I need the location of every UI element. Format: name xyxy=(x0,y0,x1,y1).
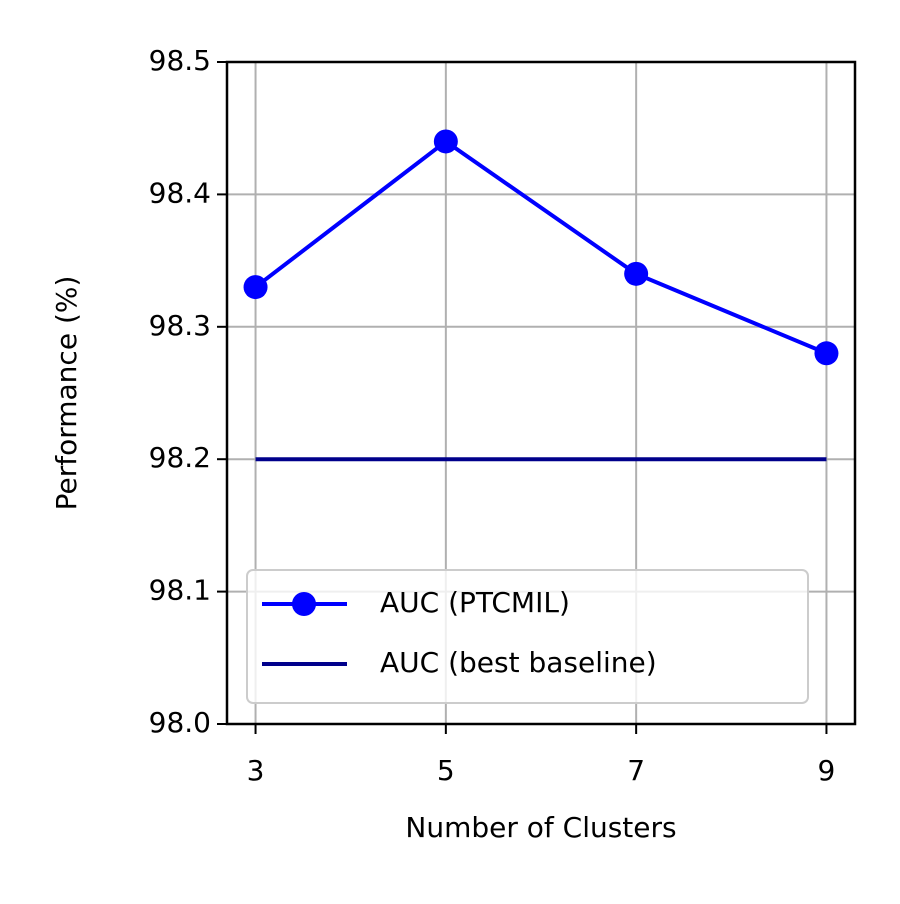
x-tick-label: 7 xyxy=(627,754,645,787)
legend-box xyxy=(246,569,809,704)
y-tick-label: 98.3 xyxy=(149,309,211,342)
x-tick-label: 9 xyxy=(818,754,836,787)
legend-label: AUC (PTCMIL) xyxy=(380,586,570,619)
y-tick-label: 98.4 xyxy=(149,176,211,209)
x-axis-label: Number of Clusters xyxy=(405,811,676,844)
y-tick-label: 98.2 xyxy=(149,441,211,474)
data-point xyxy=(814,341,839,366)
y-tick-label: 98.1 xyxy=(149,574,211,607)
series-line xyxy=(254,138,828,356)
plot-frame xyxy=(225,60,857,726)
data-point xyxy=(243,275,268,300)
legend-label: AUC (best baseline) xyxy=(380,646,657,679)
data-point xyxy=(624,261,649,286)
y-tick-label: 98.0 xyxy=(149,706,211,739)
legend-marker xyxy=(292,592,316,616)
y-axis-label: Performance (%) xyxy=(50,276,83,511)
y-tick-label: 98.5 xyxy=(149,44,211,77)
data-point xyxy=(433,129,458,154)
x-tick-label: 5 xyxy=(437,754,455,787)
x-tick-label: 3 xyxy=(247,754,265,787)
